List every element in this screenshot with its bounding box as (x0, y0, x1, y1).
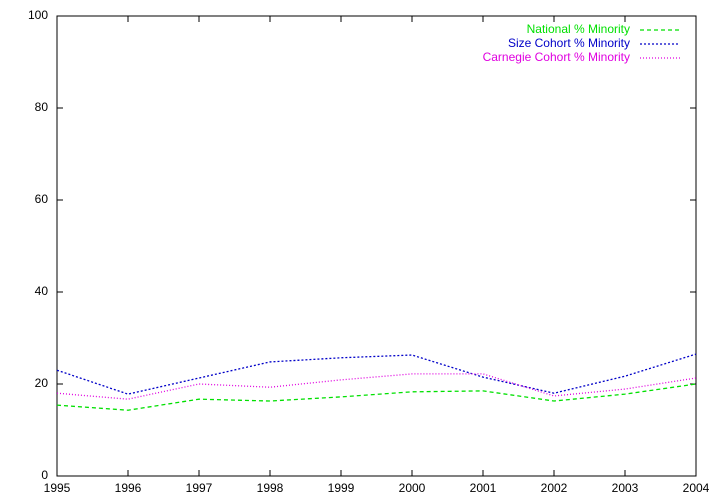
series-line (56, 373, 697, 400)
x-tick-label: 1996 (115, 481, 142, 495)
y-tick-label: 100 (28, 8, 48, 22)
y-tick-label: 60 (35, 192, 49, 206)
x-tick-label: 1998 (257, 481, 284, 495)
x-tick-label: 1995 (44, 481, 71, 495)
y-tick-label: 40 (35, 284, 49, 298)
x-tick-label: 1997 (186, 481, 213, 495)
series-line (56, 353, 697, 395)
plot-frame (56, 15, 697, 477)
legend-label: Size Cohort % Minority (508, 36, 630, 50)
x-tick-label: 2001 (470, 481, 497, 495)
x-tick-label: 2003 (612, 481, 639, 495)
y-tick-label: 0 (41, 468, 48, 482)
y-tick-label: 20 (35, 376, 49, 390)
x-tick-label: 2000 (399, 481, 426, 495)
y-tick-label: 80 (35, 100, 49, 114)
legend-label: National % Minority (527, 22, 630, 36)
x-tick-label: 2004 (683, 481, 710, 495)
x-tick-label: 1999 (328, 481, 355, 495)
legend-label: Carnegie Cohort % Minority (483, 50, 630, 64)
series-line (56, 383, 697, 411)
x-tick-label: 2002 (541, 481, 568, 495)
